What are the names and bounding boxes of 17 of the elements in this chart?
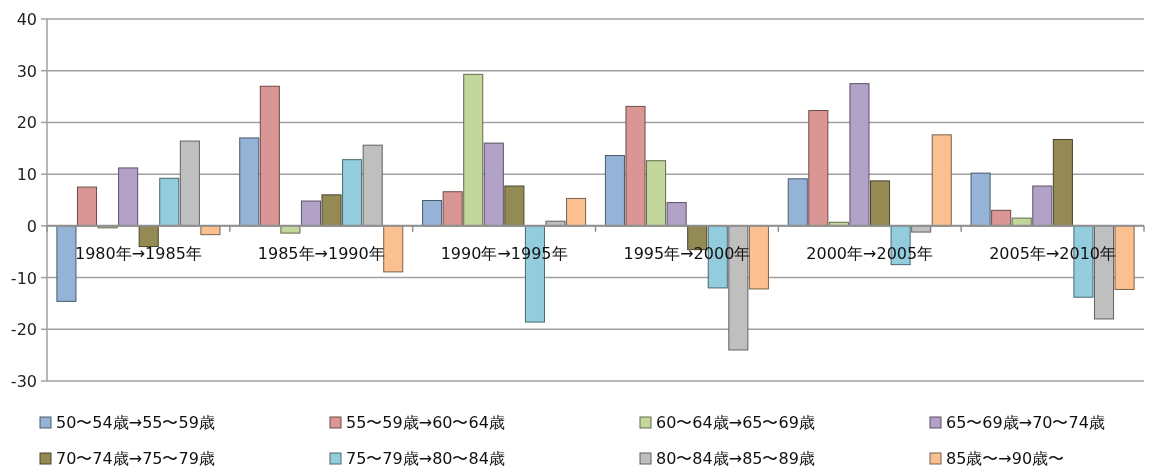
y-tick-label: -10 <box>10 268 37 288</box>
y-tick-label: 40 <box>16 10 37 29</box>
legend-label: 80〜84歳→85〜89歳 <box>656 449 815 468</box>
legend-label: 55〜59歳→60〜64歳 <box>346 413 505 432</box>
y-tick-label: 30 <box>16 61 37 81</box>
legend-label: 75〜79歳→80〜84歳 <box>346 449 505 468</box>
legend-label: 50〜54歳→55〜59歳 <box>56 413 215 432</box>
y-tick-label: 0 <box>26 216 37 236</box>
legend-label: 70〜74歳→75〜79歳 <box>56 449 215 468</box>
legend-label: 65〜69歳→70〜74歳 <box>946 413 1105 432</box>
y-tick-label: -20 <box>10 320 37 340</box>
y-tick-label: 10 <box>16 165 37 185</box>
x-tick-label: 1980年→1985年 <box>74 243 202 263</box>
legend-label: 60〜64歳→65〜69歳 <box>656 413 815 432</box>
legend-label: 85歳〜→90歳〜 <box>946 449 1065 468</box>
y-tick-label: -30 <box>10 372 37 391</box>
y-tick-label: 20 <box>16 113 37 133</box>
